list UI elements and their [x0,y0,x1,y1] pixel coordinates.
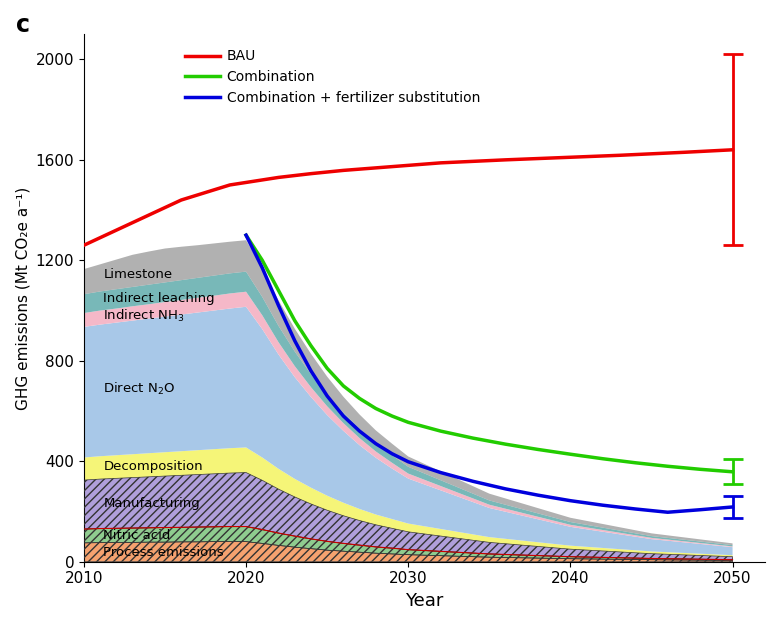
Combination + fertilizer substitution [322,392,332,400]
Text: Limestone: Limestone [104,268,172,281]
Combination [566,451,575,458]
Combination [630,459,640,466]
Combination [355,395,364,402]
Text: c: c [16,13,30,37]
BAU [209,186,218,194]
BAU [80,241,89,249]
Combination [403,419,413,426]
Combination + fertilizer substitution [241,231,250,239]
Combination + fertilizer substitution [403,458,413,466]
Text: Indirect leaching: Indirect leaching [104,292,215,306]
BAU [128,219,137,226]
Line: Combination: Combination [246,235,732,472]
BAU [95,234,105,241]
BAU [193,191,202,199]
Text: Process emissions: Process emissions [104,546,224,559]
Line: BAU: BAU [84,150,732,245]
Combination [534,446,543,453]
Combination [339,382,348,389]
BAU [176,196,186,204]
BAU [241,179,250,186]
BAU [679,149,689,156]
Combination + fertilizer substitution [274,302,283,309]
BAU [728,146,737,154]
Combination [257,256,267,264]
Combination + fertilizer substitution [436,469,445,476]
Combination + fertilizer substitution [696,506,705,514]
Combination + fertilizer substitution [663,509,672,516]
Combination [388,412,397,420]
BAU [371,164,381,172]
Combination + fertilizer substitution [388,450,397,458]
BAU [225,181,235,189]
Combination + fertilizer substitution [469,478,478,485]
Combination + fertilizer substitution [598,501,608,509]
BAU [307,170,316,177]
Text: Direct N$_2$O: Direct N$_2$O [104,381,176,397]
BAU [144,211,154,219]
Combination [241,231,250,239]
BAU [403,162,413,169]
Combination [598,455,608,462]
Text: Manufacturing: Manufacturing [104,497,200,510]
Text: Nitric acid: Nitric acid [104,529,171,542]
BAU [161,204,170,211]
Y-axis label: GHG emissions (Mt CO₂e a⁻¹): GHG emissions (Mt CO₂e a⁻¹) [15,186,30,409]
Combination + fertilizer substitution [534,491,543,499]
BAU [112,226,121,234]
Combination + fertilizer substitution [257,264,267,272]
Text: Indirect NH$_3$: Indirect NH$_3$ [104,308,185,324]
Combination + fertilizer substitution [566,497,575,504]
Combination [274,287,283,294]
BAU [339,167,348,174]
Legend: BAU, Combination, Combination + fertilizer substitution: BAU, Combination, Combination + fertiliz… [179,44,485,111]
Combination [501,441,510,448]
Combination + fertilizer substitution [630,505,640,512]
Text: Decomposition: Decomposition [104,460,203,473]
Combination [290,317,300,324]
Combination [322,364,332,372]
BAU [615,152,624,159]
Combination [436,428,445,435]
BAU [274,174,283,181]
Combination [307,342,316,349]
Combination + fertilizer substitution [307,367,316,374]
X-axis label: Year: Year [406,592,444,610]
Combination + fertilizer substitution [339,412,348,420]
BAU [501,156,510,164]
Combination [728,468,737,476]
Combination [469,434,478,442]
BAU [436,159,445,167]
Combination + fertilizer substitution [371,440,381,448]
Combination [663,462,672,470]
Line: Combination + fertilizer substitution: Combination + fertilizer substitution [246,235,732,512]
Combination + fertilizer substitution [728,503,737,511]
Combination [371,405,381,412]
Combination + fertilizer substitution [290,337,300,344]
Combination + fertilizer substitution [355,428,364,435]
Combination + fertilizer substitution [501,485,510,492]
Combination [696,466,705,473]
